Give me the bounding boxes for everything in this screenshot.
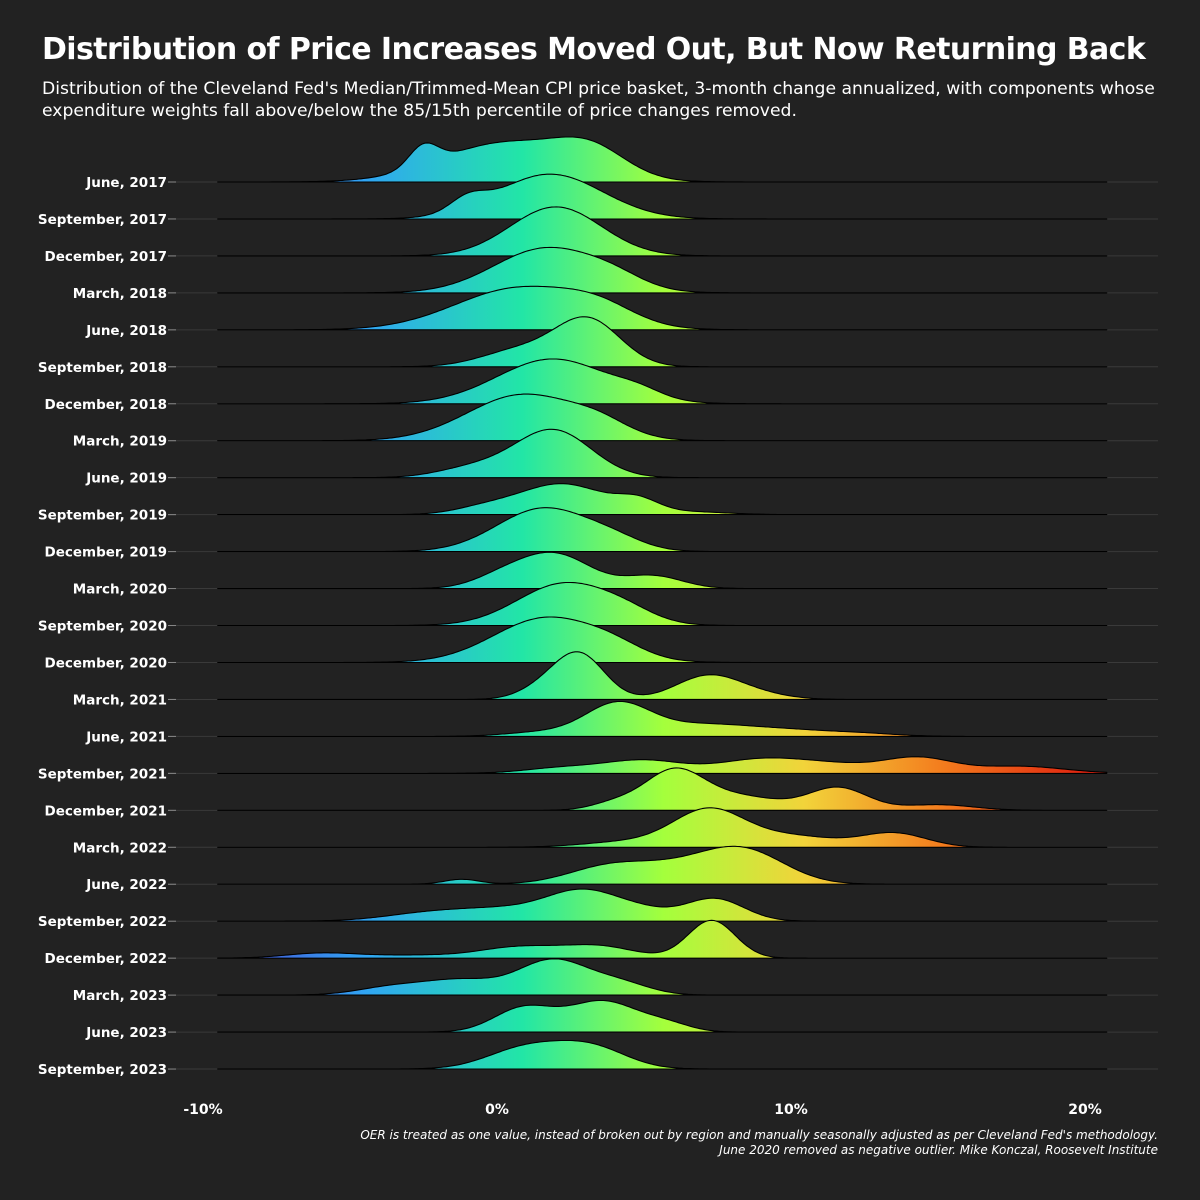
row-label: December, 2017 xyxy=(45,249,167,265)
row-label: June, 2023 xyxy=(85,1025,167,1041)
ridge-june-2022 xyxy=(217,845,1108,885)
footnote-line-1: OER is treated as one value, instead of … xyxy=(360,1128,1158,1142)
ridge-december-2019 xyxy=(217,507,1108,553)
footnote-line-2: June 2020 removed as negative outlier. M… xyxy=(719,1143,1158,1157)
ridge-december-2018 xyxy=(217,358,1108,405)
row-label: September, 2018 xyxy=(38,360,167,376)
x-tick-label: 20% xyxy=(1068,1102,1102,1118)
ridge-june-2019 xyxy=(217,428,1108,479)
ridge-december-2020 xyxy=(217,616,1108,664)
row-labels: June, 2017 September, 2017 December, 2017 M… xyxy=(38,175,167,1078)
row-label: June, 2018 xyxy=(85,323,167,339)
ridge-june-2018 xyxy=(217,285,1108,331)
ridge-september-2017 xyxy=(217,173,1108,220)
x-tick-label: 0% xyxy=(485,1102,509,1118)
row-label: September, 2023 xyxy=(38,1062,167,1078)
row-label: March, 2019 xyxy=(73,434,167,450)
ridge-september-2023 xyxy=(217,1039,1108,1070)
row-label: September, 2021 xyxy=(38,766,167,782)
ridge-march-2019 xyxy=(217,393,1108,442)
row-label: June, 2021 xyxy=(85,729,167,745)
row-label: March, 2021 xyxy=(73,692,167,708)
row-label: December, 2020 xyxy=(45,655,167,671)
row-label: December, 2018 xyxy=(45,397,167,413)
row-label: September, 2020 xyxy=(38,619,167,635)
x-tick-label: -10% xyxy=(183,1102,222,1118)
row-label: December, 2022 xyxy=(45,951,167,967)
ridge-june-2017 xyxy=(217,136,1108,183)
ridge-september-2019 xyxy=(217,483,1108,516)
row-label: June, 2019 xyxy=(85,471,167,487)
row-label: December, 2019 xyxy=(45,545,167,561)
ridge-june-2021 xyxy=(217,700,1108,737)
chart-title: Distribution of Price Increases Moved Ou… xyxy=(42,32,1146,67)
ridge-march-2018 xyxy=(217,246,1108,294)
row-label: March, 2018 xyxy=(73,286,167,302)
ridge-march-2022 xyxy=(217,807,1108,848)
ridge-december-2021 xyxy=(217,767,1108,811)
ridge-september-2020 xyxy=(217,581,1108,627)
ridge-march-2020 xyxy=(217,551,1108,590)
x-tick-label: 10% xyxy=(774,1102,808,1118)
row-label: March, 2020 xyxy=(73,582,167,598)
row-label: June, 2017 xyxy=(85,175,167,191)
row-label: December, 2021 xyxy=(45,803,167,819)
ridge-september-2018 xyxy=(217,316,1108,368)
ridge-march-2023 xyxy=(217,958,1108,996)
row-label: September, 2017 xyxy=(38,212,167,228)
row-label: September, 2019 xyxy=(38,508,167,524)
ridges xyxy=(217,136,1108,1070)
ridge-march-2021 xyxy=(217,651,1108,700)
ridge-september-2021 xyxy=(217,756,1108,774)
row-label: March, 2023 xyxy=(73,988,167,1004)
chart-subtitle: Distribution of the Cleveland Fed's Medi… xyxy=(42,79,1155,121)
x-axis-ticks: -10% 0% 10% 20% xyxy=(183,1102,1101,1118)
ridge-december-2017 xyxy=(217,206,1108,257)
ridge-june-2023 xyxy=(217,999,1108,1033)
row-label: September, 2022 xyxy=(38,914,167,930)
ridge-september-2022 xyxy=(217,888,1108,922)
footnote: OER is treated as one value, instead of … xyxy=(360,1128,1158,1158)
row-label: June, 2022 xyxy=(85,877,167,893)
ridge-december-2022 xyxy=(217,919,1108,959)
row-label: March, 2022 xyxy=(73,840,167,856)
